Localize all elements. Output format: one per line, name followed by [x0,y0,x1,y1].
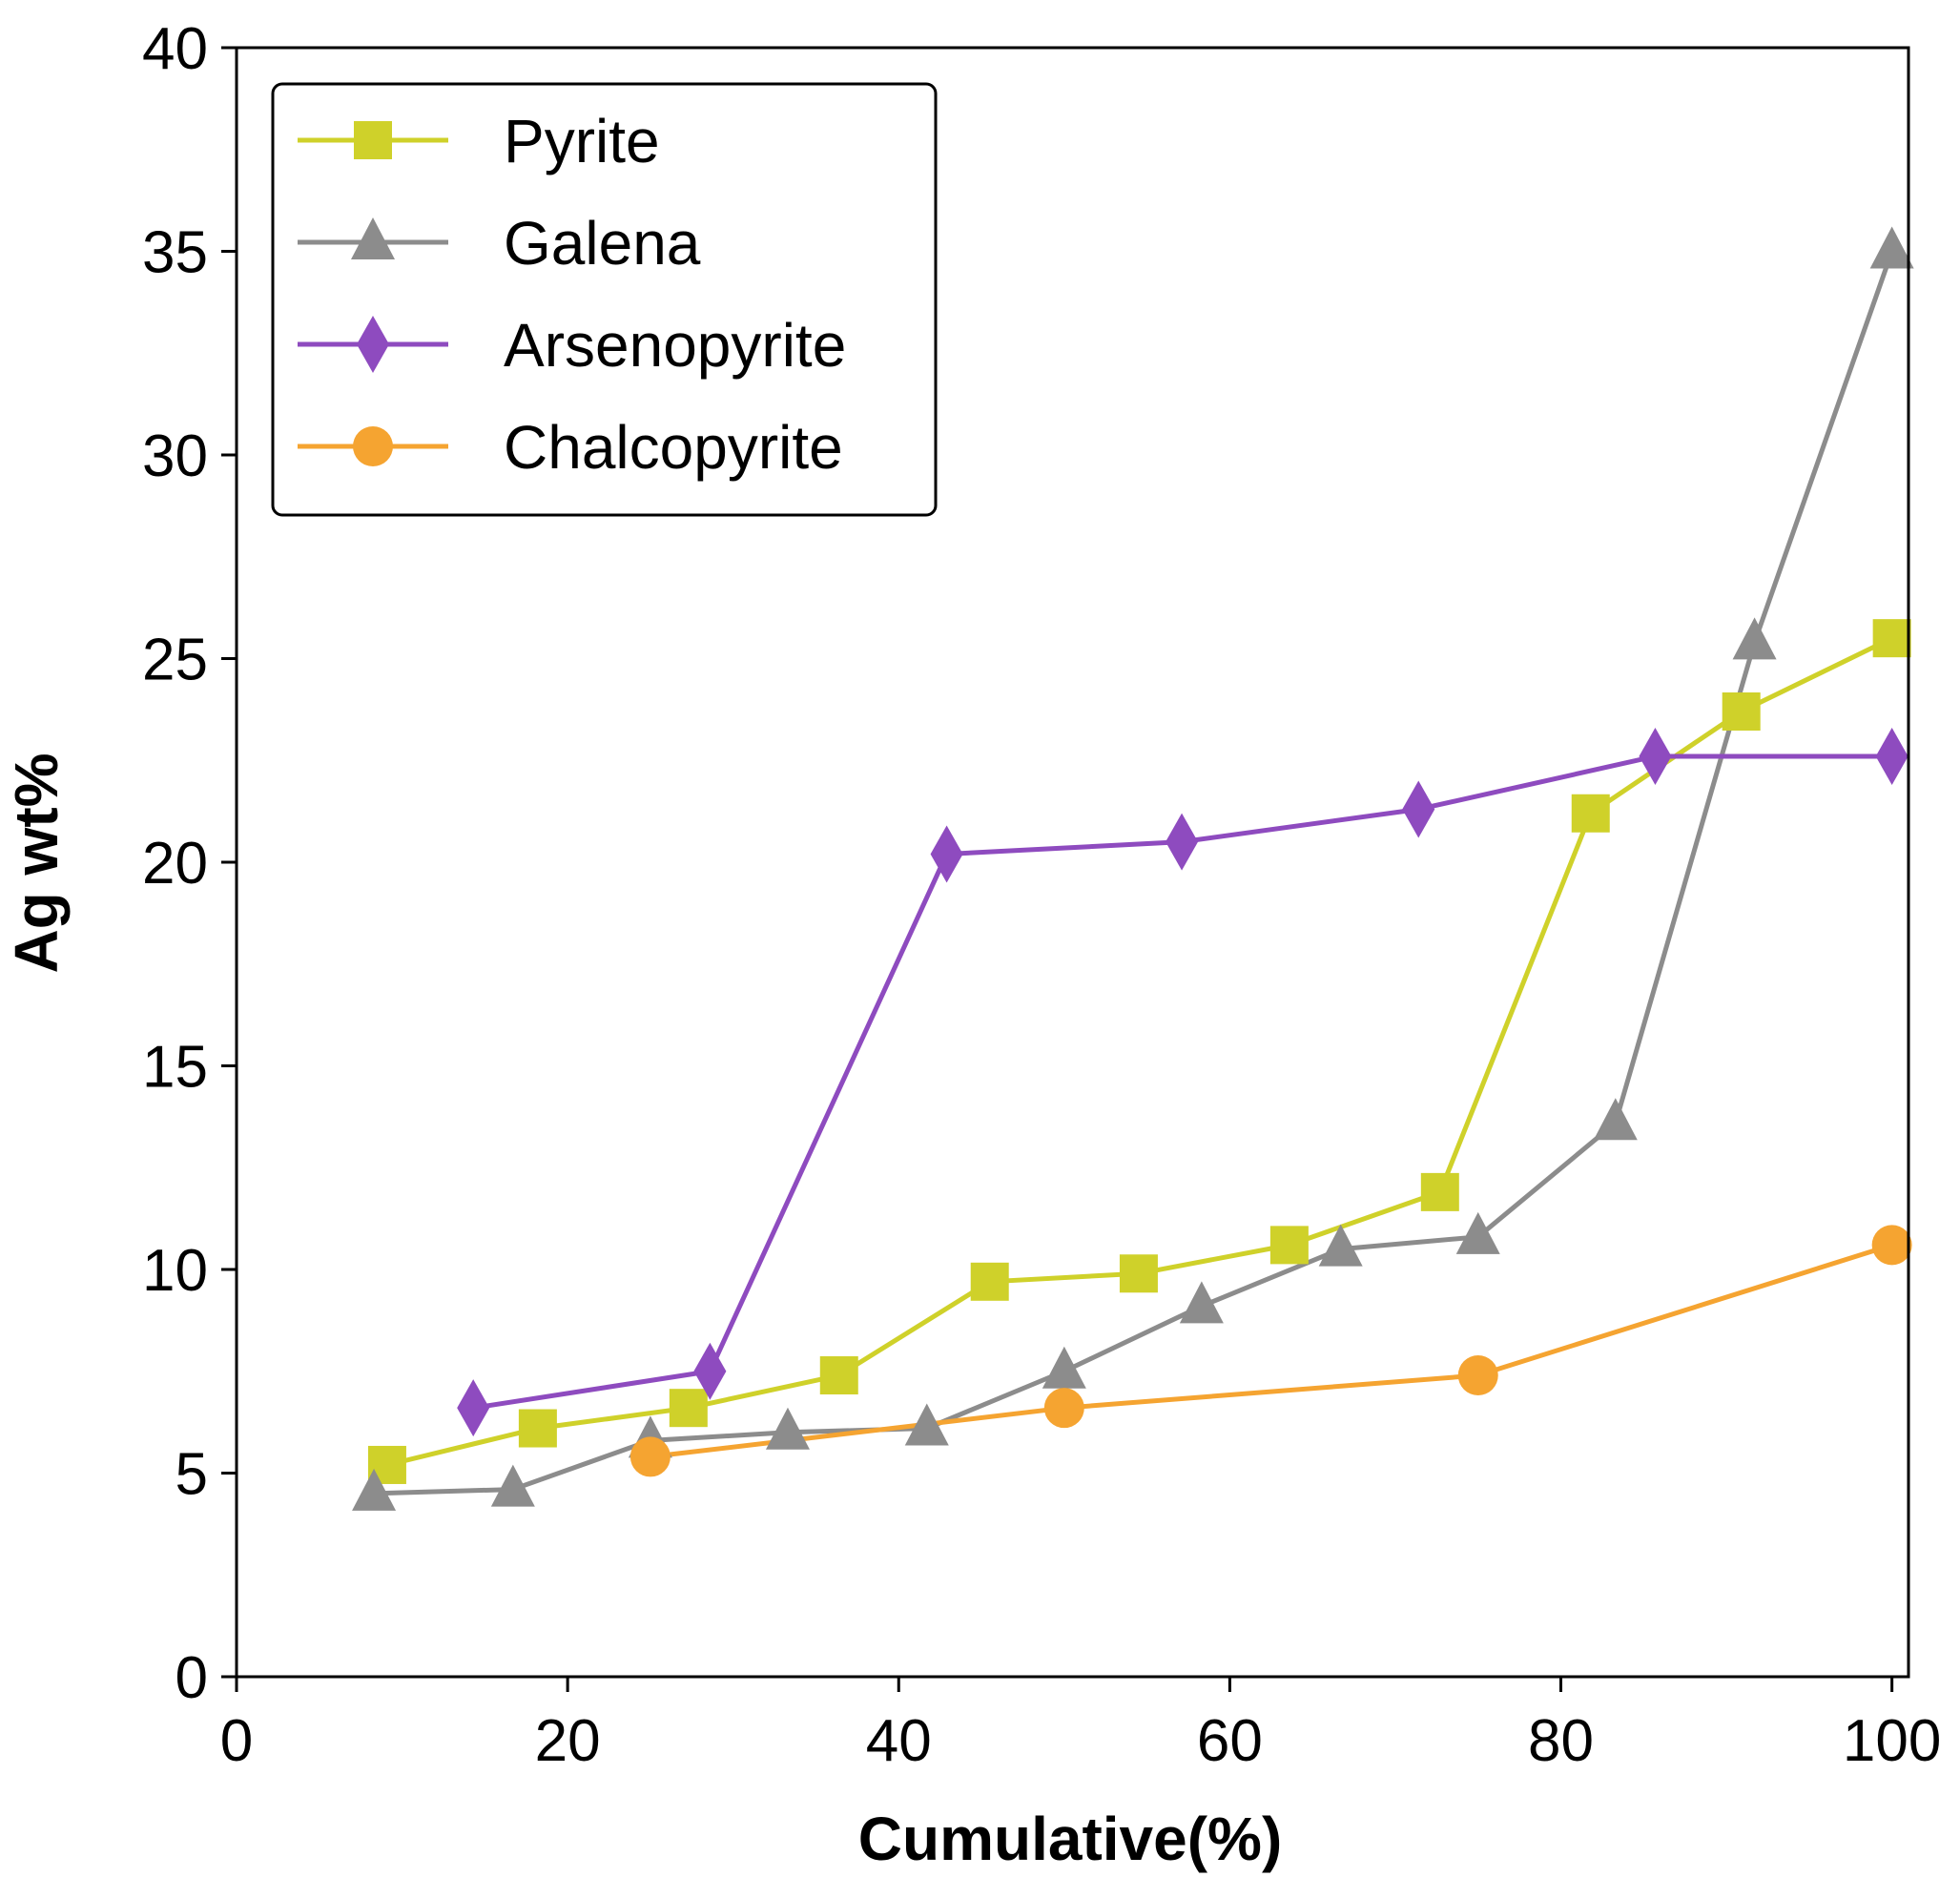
y-tick-label: 25 [142,628,208,693]
arsenopyrite-point [1402,780,1435,838]
legend-galena-label: Galena [504,209,701,278]
y-tick-label: 35 [142,220,208,286]
galena-point [1455,1211,1500,1254]
chalcopyrite-point [1871,1225,1912,1266]
arsenopyrite-point [1639,727,1672,785]
legend-arsenopyrite-marker [357,316,389,373]
pyrite-point [1722,692,1761,732]
pyrite-point [1420,1172,1459,1211]
y-axis-title-group: Ag wt% [2,753,71,973]
x-tick-label: 20 [535,1708,601,1774]
pyrite-point [819,1356,858,1395]
galena-point [490,1464,535,1507]
galena-point [1869,226,1914,269]
pyrite-point [1872,619,1911,658]
galena-point [1593,1098,1638,1141]
y-tick-label: 40 [142,16,208,82]
legend-pyrite-marker [354,121,392,159]
arsenopyrite-point [1875,727,1908,785]
legend-pyrite-label: Pyrite [504,107,660,175]
galena-line [373,250,1895,1496]
pyrite-point [518,1409,557,1448]
plot-frame [235,46,1910,1679]
galena-point [1179,1281,1224,1324]
galena-point [904,1403,949,1446]
arsenopyrite-point [930,825,963,883]
legend-box [271,82,938,517]
arsenopyrite-point [457,1379,490,1437]
y-tick-label: 5 [175,1442,208,1508]
chalcopyrite-point [629,1436,671,1477]
chalcopyrite-line [650,1242,1893,1459]
x-tick-label: 60 [1197,1708,1263,1774]
y-tick-label: 30 [142,423,208,489]
pyrite-point [669,1389,708,1428]
pyrite-point [1119,1254,1158,1293]
pyrite-point [970,1262,1009,1301]
galena-point [352,1468,397,1511]
legend-arsenopyrite-label: Arsenopyrite [504,311,846,380]
galena-point [1732,617,1777,660]
pyrite-point [1571,794,1610,833]
legend-chalcopyrite-marker [353,426,393,466]
x-tick-label: 40 [866,1708,932,1774]
axis-ticks: 0 20 40 60 80 100 0 5 10 15 20 25 30 35 40 [142,16,1941,1774]
legend-chalcopyrite-label: Chalcopyrite [504,413,843,482]
y-tick-label: 20 [142,831,208,897]
chalcopyrite-point [1043,1388,1084,1429]
y-tick-label: 10 [142,1238,208,1304]
galena-point [1318,1224,1363,1267]
x-tick-label: 80 [1528,1708,1594,1774]
legend: Pyrite Galena Arsenopyrite Chalcopyrite [271,82,938,517]
galena-point [1042,1346,1086,1389]
x-tick-label: 100 [1843,1708,1941,1774]
series-markers [352,226,1914,1511]
galena-point [765,1407,810,1450]
x-tick-label: 0 [220,1708,253,1774]
legend-galena-marker [351,217,395,259]
y-tick-label: 0 [175,1645,208,1711]
pyrite-point [1269,1226,1309,1265]
chalcopyrite-point [1457,1355,1498,1396]
arsenopyrite-point [1166,813,1199,871]
arsenopyrite-point [693,1342,727,1400]
x-axis-title: Cumulative(%) [858,1805,1283,1873]
y-axis-title: Ag wt% [2,753,71,973]
y-tick-label: 15 [142,1035,208,1101]
